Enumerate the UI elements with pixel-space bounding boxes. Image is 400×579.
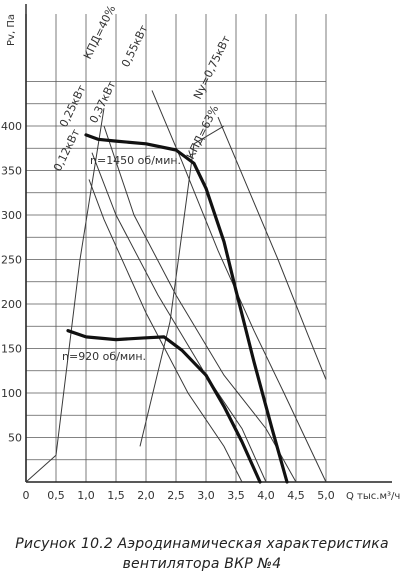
efficiency-40-label: КПД=40% <box>81 3 118 61</box>
x-tick-label: 0 <box>23 489 30 502</box>
y-tick-label: 200 <box>1 298 22 311</box>
x-tick-label: 2,0 <box>137 489 155 502</box>
caption-line-2: вентилятора ВКР №4 <box>122 556 282 572</box>
y-tick-label: 50 <box>8 432 22 445</box>
caption-line-1: Рисунок 10.2 Аэродинамическая характерис… <box>15 536 389 552</box>
y-axis-label: Pv, Па <box>6 14 17 46</box>
power-075-label: Nу=0,75кВт <box>191 33 233 101</box>
efficiency-line <box>139 125 225 447</box>
efficiency-line <box>25 108 105 483</box>
power-025-label: 0,25кВт <box>57 83 89 130</box>
power-line <box>217 116 327 380</box>
x-tick-label: 4,5 <box>287 489 305 502</box>
x-tick-label: 3,0 <box>197 489 215 502</box>
x-tick-label: 3,5 <box>227 489 245 502</box>
x-tick-label: 2,5 <box>167 489 185 502</box>
power-line <box>88 179 243 483</box>
efficiency-63-label: КПД=63% <box>184 103 221 161</box>
y-tick-label: 400 <box>1 120 22 133</box>
y-tick-label: 300 <box>1 209 22 222</box>
power-line <box>103 125 297 483</box>
y-tick-label: 350 <box>1 165 22 178</box>
x-tick-label: 1,5 <box>107 489 125 502</box>
y-tick-label: 250 <box>1 254 22 267</box>
x-tick-label: 0,5 <box>47 489 65 502</box>
x-tick-label: 1,0 <box>77 489 95 502</box>
x-tick-label: 4,0 <box>257 489 275 502</box>
fan-characteristic-chart: 0 0,5 1,0 1,5 2,0 2,5 3,0 3,5 4,0 4,5 5,0 50 100 150 2… <box>1 3 400 502</box>
y-tick-label: 100 <box>1 387 22 400</box>
pressure-curve <box>66 329 262 484</box>
pressure-curve <box>84 133 289 484</box>
y-tick-label: 150 <box>1 343 22 356</box>
x-axis-label: Q тыс.м³/ч <box>346 491 400 502</box>
x-tick-label: 5,0 <box>317 489 335 502</box>
speed-label-920: n=920 об/мин. <box>62 350 146 363</box>
power-line <box>91 152 267 483</box>
speed-label-1450: n=1450 об/мин. <box>90 154 181 167</box>
